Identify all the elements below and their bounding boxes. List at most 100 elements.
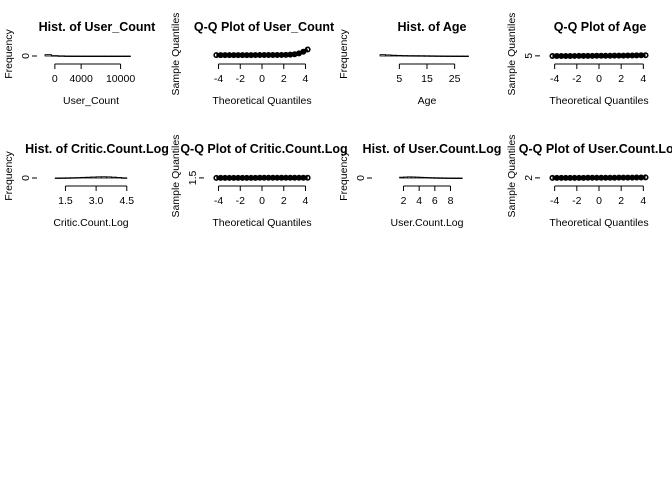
y-axis-label: Sample Quantiles — [170, 13, 182, 96]
histogram-bar — [122, 178, 127, 179]
histogram-bar — [98, 56, 105, 57]
y-tick-label: 0 — [355, 175, 367, 181]
qq-point-band — [552, 55, 645, 56]
histogram-bar — [452, 56, 458, 57]
histogram-bar — [397, 55, 403, 56]
chart-title: Q-Q Plot of Critic.Count.Log — [180, 142, 347, 156]
x-tick-label: -2 — [572, 73, 581, 85]
chart-title: Q-Q Plot of Age — [554, 20, 647, 34]
histogram-bar — [404, 177, 408, 178]
histogram-bar — [451, 178, 455, 179]
chart-panel-5: Hist. of Critic.Count.LogCritic.Count.Lo… — [3, 142, 169, 229]
y-axis-label: Sample Quantiles — [170, 135, 182, 218]
y-tick-label: 5 — [523, 53, 535, 59]
x-tick-label: 2 — [401, 195, 407, 207]
histogram-bar — [111, 177, 116, 178]
y-tick-label: 1.5 — [187, 170, 199, 185]
histogram-bar — [386, 55, 392, 56]
histogram-bar — [424, 56, 430, 57]
histogram-bar — [117, 177, 122, 178]
histogram-bar — [458, 178, 462, 179]
histogram-bar — [457, 56, 463, 57]
histogram-bar — [91, 177, 96, 178]
x-tick-label: 4 — [303, 73, 309, 85]
x-tick-label: 5 — [396, 73, 402, 85]
x-tick-label: 2 — [281, 195, 287, 207]
chart-title: Q-Q Plot of User.Count.Log — [519, 142, 672, 156]
histogram-bar — [111, 56, 118, 57]
histogram-bar — [435, 178, 439, 179]
x-tick-label: 4 — [640, 73, 646, 85]
histogram-bar — [447, 178, 451, 179]
histogram-bar — [76, 178, 81, 179]
histogram-bar — [431, 178, 435, 179]
histogram-bar — [411, 177, 415, 178]
histogram-bar — [71, 56, 78, 57]
histogram-bar — [400, 177, 404, 178]
histogram-bar — [45, 55, 52, 56]
x-tick-label: -2 — [236, 73, 245, 85]
histogram-bar — [124, 56, 131, 57]
histogram-bar — [101, 177, 106, 178]
x-tick-label: 4 — [416, 195, 422, 207]
histogram-bar — [463, 56, 469, 57]
x-axis-label: Theoretical Quantiles — [212, 95, 311, 107]
histogram-bar — [435, 56, 441, 57]
x-tick-label: 6 — [432, 195, 438, 207]
y-axis-label: Frequency — [3, 150, 15, 200]
x-tick-label: 2 — [618, 73, 624, 85]
x-tick-label: -4 — [214, 195, 223, 207]
x-tick-label: 2 — [281, 73, 287, 85]
chart-panel-6: Q-Q Plot of Critic.Count.Log Theoretical … — [170, 135, 348, 229]
histogram-bar — [454, 178, 458, 179]
histogram-bar — [415, 177, 419, 178]
histogram-bar — [423, 177, 427, 178]
histogram-bar — [58, 56, 65, 57]
x-tick-label: 1.5 — [58, 195, 73, 207]
y-tick-label: 0 — [20, 175, 32, 181]
histogram-bar — [71, 178, 76, 179]
x-tick-label: 4.5 — [119, 195, 134, 207]
chart-panel-2: Q-Q Plot of User_Count Theoretical Quanti… — [170, 13, 335, 107]
y-axis-label: Frequency — [3, 28, 15, 78]
histogram-bar — [430, 56, 436, 57]
x-tick-label: 2 — [618, 195, 624, 207]
histogram-bar — [443, 178, 447, 179]
histogram-bar — [86, 177, 91, 178]
x-tick-label: 0 — [596, 73, 602, 85]
x-tick-label: 25 — [449, 73, 461, 85]
histogram-bar — [427, 178, 431, 179]
histogram-bar — [419, 56, 425, 57]
histogram-bar — [391, 55, 397, 56]
histogram-bar — [441, 56, 447, 57]
histogram-bar — [380, 55, 386, 56]
y-axis-label: Sample Quantiles — [506, 13, 518, 96]
histogram-bar — [104, 56, 111, 57]
histogram-bar — [78, 56, 85, 57]
histogram-bar — [402, 56, 408, 57]
x-tick-label: -4 — [214, 73, 223, 85]
x-tick-label: -2 — [572, 195, 581, 207]
histogram-bar — [446, 56, 452, 57]
chart-title: Q-Q Plot of User_Count — [194, 20, 335, 34]
chart-title: Hist. of Critic.Count.Log — [25, 142, 169, 156]
x-axis-label: Theoretical Quantiles — [212, 217, 311, 229]
chart-title: Hist. of User.Count.Log — [363, 142, 502, 156]
histogram-bar — [65, 56, 72, 57]
histogram-bar — [439, 178, 443, 179]
x-tick-label: 0 — [596, 195, 602, 207]
histogram-bar — [65, 178, 70, 179]
x-tick-label: 4 — [303, 195, 309, 207]
histogram-bar — [419, 177, 423, 178]
histogram-bar — [55, 178, 60, 179]
x-tick-label: 0 — [259, 73, 265, 85]
histogram-bar — [91, 56, 98, 57]
y-tick-label: 0 — [20, 53, 32, 59]
x-tick-label: 10000 — [106, 73, 135, 85]
histogram-bar — [413, 56, 419, 57]
